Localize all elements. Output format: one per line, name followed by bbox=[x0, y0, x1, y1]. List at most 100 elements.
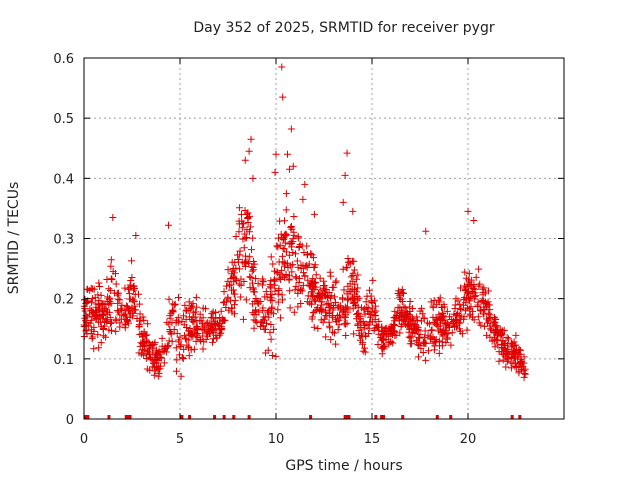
data-point bbox=[167, 330, 175, 338]
data-point bbox=[258, 318, 266, 326]
data-point bbox=[438, 342, 446, 350]
data-point bbox=[91, 308, 99, 316]
data-point bbox=[294, 233, 302, 241]
data-point bbox=[299, 269, 307, 277]
data-point bbox=[292, 282, 300, 290]
data-point bbox=[160, 359, 168, 367]
data-point bbox=[252, 295, 260, 303]
data-point bbox=[140, 328, 148, 336]
data-point bbox=[85, 322, 93, 330]
data-point bbox=[252, 275, 260, 283]
data-point bbox=[194, 325, 202, 333]
data-point bbox=[317, 301, 325, 309]
y-tick-label: 0.4 bbox=[53, 172, 74, 187]
data-point bbox=[512, 341, 520, 349]
data-point bbox=[292, 273, 300, 281]
data-point bbox=[263, 293, 271, 301]
data-point bbox=[91, 312, 99, 320]
data-point bbox=[369, 276, 377, 284]
data-point bbox=[143, 354, 151, 362]
data-point bbox=[146, 353, 154, 361]
data-point bbox=[243, 211, 251, 219]
data-point bbox=[185, 352, 193, 360]
data-point bbox=[228, 270, 236, 278]
data-point bbox=[399, 315, 407, 323]
data-point bbox=[500, 326, 508, 334]
data-point-peak bbox=[241, 156, 249, 164]
data-point-peak bbox=[132, 231, 140, 239]
data-point bbox=[135, 323, 143, 331]
data-point bbox=[392, 331, 400, 339]
data-point bbox=[414, 323, 422, 331]
data-point bbox=[172, 344, 180, 352]
data-point bbox=[266, 281, 274, 289]
data-point bbox=[332, 277, 340, 285]
data-point bbox=[332, 340, 340, 348]
data-point bbox=[458, 330, 466, 338]
data-point bbox=[466, 297, 474, 305]
data-point bbox=[230, 290, 238, 298]
data-point bbox=[82, 327, 90, 335]
data-point bbox=[498, 330, 506, 338]
data-point bbox=[520, 373, 528, 381]
data-point bbox=[235, 217, 243, 225]
data-point bbox=[102, 306, 110, 314]
data-point bbox=[235, 204, 243, 212]
data-point bbox=[414, 338, 422, 346]
data-point bbox=[127, 277, 135, 285]
data-point bbox=[346, 260, 354, 268]
data-point bbox=[150, 360, 158, 368]
data-point bbox=[491, 333, 499, 341]
data-point bbox=[130, 298, 138, 306]
data-point bbox=[340, 286, 348, 294]
data-point bbox=[81, 295, 89, 303]
data-point-peak bbox=[299, 195, 307, 203]
data-point bbox=[418, 304, 426, 312]
data-point bbox=[405, 328, 413, 336]
data-point bbox=[118, 301, 126, 309]
data-point bbox=[106, 319, 114, 327]
data-point bbox=[112, 280, 120, 288]
data-point bbox=[477, 297, 485, 305]
data-point bbox=[146, 366, 154, 374]
data-point bbox=[250, 324, 258, 332]
data-point bbox=[250, 288, 258, 296]
data-point bbox=[452, 311, 460, 319]
data-point bbox=[153, 350, 161, 358]
data-point bbox=[287, 222, 295, 230]
data-point bbox=[126, 306, 134, 314]
data-point bbox=[435, 349, 443, 357]
x-tick-label: 15 bbox=[364, 432, 381, 447]
data-point bbox=[174, 294, 182, 302]
data-point bbox=[407, 340, 415, 348]
x-tick-label: 10 bbox=[268, 432, 285, 447]
data-point bbox=[416, 331, 424, 339]
data-point-peak bbox=[422, 227, 430, 235]
data-point bbox=[233, 251, 241, 259]
data-point bbox=[290, 308, 298, 316]
data-point bbox=[502, 363, 510, 371]
data-point bbox=[490, 329, 498, 337]
data-point bbox=[162, 348, 170, 356]
data-point bbox=[353, 296, 361, 304]
data-point bbox=[347, 273, 355, 281]
data-point bbox=[217, 329, 225, 337]
data-point bbox=[204, 324, 212, 332]
data-point bbox=[107, 318, 115, 326]
data-point bbox=[95, 279, 103, 287]
data-point bbox=[308, 288, 316, 296]
data-point bbox=[236, 265, 244, 273]
data-point bbox=[267, 290, 275, 298]
data-point bbox=[271, 277, 279, 285]
data-point bbox=[170, 301, 178, 309]
data-point bbox=[87, 316, 95, 324]
data-point bbox=[463, 326, 471, 334]
data-point bbox=[130, 296, 138, 304]
data-point bbox=[462, 299, 470, 307]
data-point bbox=[317, 316, 325, 324]
data-point bbox=[368, 297, 376, 305]
data-point-peak bbox=[279, 93, 287, 101]
data-point bbox=[230, 286, 238, 294]
data-point bbox=[265, 313, 273, 321]
data-point bbox=[371, 324, 379, 332]
